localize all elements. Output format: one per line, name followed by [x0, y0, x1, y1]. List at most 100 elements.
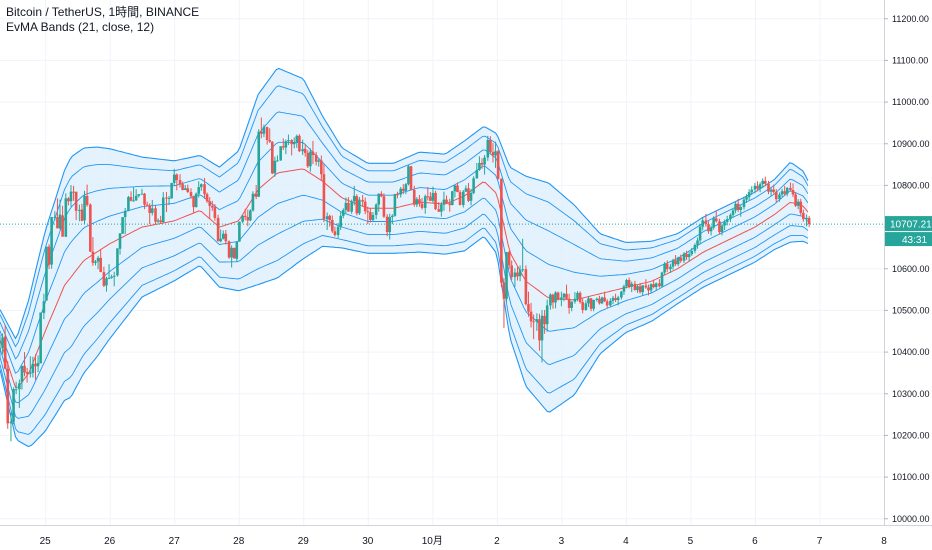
candle-body — [281, 146, 285, 148]
candle-body — [121, 217, 124, 234]
candle-body — [290, 140, 293, 145]
candle-body — [227, 241, 231, 258]
candle-body — [630, 283, 634, 287]
candle-body — [306, 152, 310, 167]
candle-body — [42, 301, 46, 313]
candle-body — [426, 196, 430, 198]
candle-body — [475, 170, 479, 179]
candle-body — [203, 184, 206, 195]
candle-body — [638, 286, 642, 293]
candle-body — [669, 266, 672, 270]
candle-body — [301, 149, 304, 152]
candle-body — [72, 191, 75, 193]
candle-body — [442, 199, 446, 205]
price-tick-label: 10500.00 — [892, 305, 930, 315]
candle-body — [112, 275, 116, 277]
time-tick-label: 28 — [233, 536, 245, 547]
candle-body — [132, 200, 135, 202]
candle-body — [1, 337, 4, 348]
candle-body — [328, 215, 332, 220]
candle-body — [742, 199, 746, 208]
time-tick-label: 2 — [494, 536, 500, 547]
candle-body — [725, 219, 729, 223]
candle-body — [644, 285, 648, 288]
candle-body — [251, 193, 255, 211]
candle-body — [502, 282, 506, 299]
candle-body — [20, 365, 24, 383]
candle-body — [802, 212, 805, 220]
candle-body — [118, 233, 122, 249]
candle-body — [292, 142, 296, 145]
candle-body — [573, 298, 577, 302]
candle-body — [150, 208, 154, 213]
candle-body — [440, 204, 443, 212]
indicator-title[interactable]: EvMA Bands (21, close, 12) — [6, 20, 155, 34]
candle-body — [404, 184, 408, 191]
candle-body — [486, 140, 490, 158]
candle-body — [500, 178, 503, 283]
candle-body — [366, 211, 370, 213]
candle-body — [322, 174, 326, 220]
band-line — [0, 236, 809, 448]
candle-body — [505, 252, 508, 299]
candle-body — [739, 207, 743, 210]
candle-body — [507, 252, 511, 266]
candle-body — [423, 196, 427, 208]
candle-body — [388, 217, 392, 233]
candle-body — [344, 202, 348, 210]
countdown-label: 43:31 — [902, 235, 927, 246]
candle-body — [763, 180, 767, 184]
time-axis[interactable]: 25 26 27 28 29 30 10月 2 3 4 5 6 7 8 — [0, 525, 932, 548]
candle-body — [794, 194, 797, 206]
candle-body — [134, 195, 138, 201]
candle-body — [116, 248, 119, 276]
candle-body — [161, 197, 165, 223]
candle-body — [469, 192, 473, 201]
candle-body — [358, 199, 361, 214]
candle-body — [595, 298, 599, 300]
candle-body — [246, 217, 250, 221]
candle-body — [31, 363, 35, 373]
price-tick-label: 10000.00 — [892, 514, 930, 524]
candle-body — [690, 250, 694, 255]
candle-body — [9, 421, 13, 424]
candle-body — [208, 201, 212, 206]
candle-body — [298, 135, 301, 152]
candle-body — [189, 192, 193, 197]
candle-body — [603, 297, 606, 302]
candle-body — [718, 221, 721, 233]
candle-body — [467, 188, 470, 201]
band-line — [0, 85, 809, 348]
candle-body — [148, 205, 151, 213]
candle-body — [731, 210, 735, 215]
price-tick-label: 11100.00 — [892, 55, 928, 65]
countdown-tag-bg — [885, 232, 932, 247]
candle-body — [461, 191, 465, 205]
band-fill — [0, 68, 808, 447]
candle-body — [652, 284, 655, 288]
candle-body — [409, 166, 413, 190]
candle-body — [181, 184, 184, 190]
evma-bands — [0, 67, 809, 448]
symbol-title[interactable]: Bitcoin / TetherUS, 1時間, BINANCE — [6, 5, 200, 19]
price-tick-label: 11000.00 — [892, 97, 929, 107]
candle-body — [14, 389, 18, 391]
candle-body — [45, 246, 48, 301]
candle-body — [96, 257, 100, 262]
candle-body — [576, 292, 579, 299]
candle-body — [729, 215, 732, 220]
candle-body — [453, 185, 457, 192]
candle-body — [772, 189, 775, 193]
candle-body — [750, 189, 754, 193]
candle-body — [611, 297, 615, 301]
candle-body — [701, 220, 704, 227]
candle-body — [527, 304, 530, 312]
candle-body — [521, 269, 524, 271]
price-tags: 10707.21 43:31 — [885, 216, 932, 247]
candlestick-series — [0, 117, 811, 442]
chart-legend: Bitcoin / TetherUS, 1時間, BINANCE EvMA Ba… — [6, 5, 199, 35]
price-axis[interactable]: 10000.00 10100.00 10200.00 10300.00 10400.00… — [884, 0, 930, 525]
candle-body — [268, 140, 272, 142]
candle-body — [489, 140, 492, 153]
